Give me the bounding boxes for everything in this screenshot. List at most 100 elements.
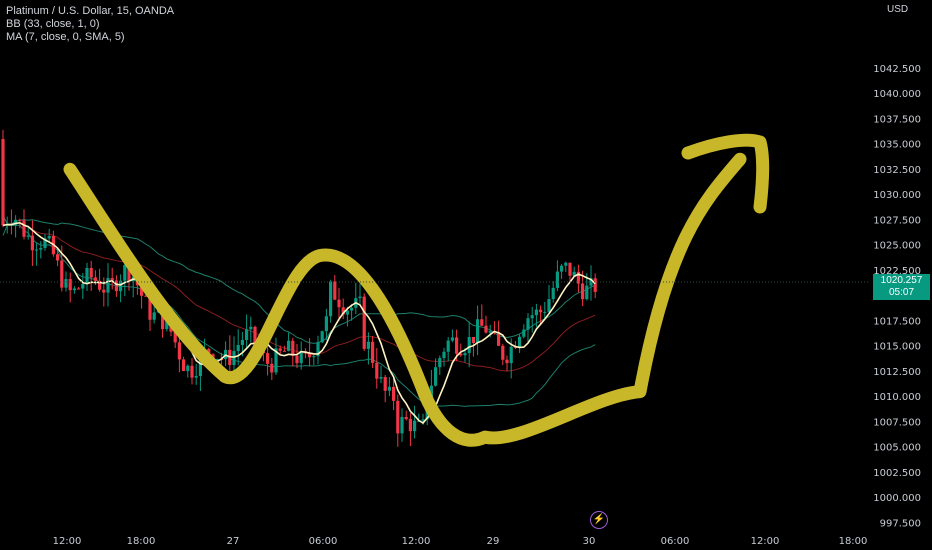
- price-tick-label: 997.500: [880, 519, 921, 530]
- candle-body: [392, 386, 396, 401]
- candle-body: [81, 283, 85, 289]
- candle-body: [371, 341, 375, 363]
- countdown-timer: 05:07: [888, 287, 915, 298]
- candle-body: [585, 285, 589, 300]
- price-tick-label: 1017.500: [873, 316, 921, 327]
- price-tick-label: 1040.000: [873, 89, 921, 100]
- candle-body: [198, 353, 202, 377]
- candle-body: [408, 419, 412, 432]
- candle-body: [127, 264, 131, 282]
- candle-body: [1, 139, 5, 226]
- candle-body: [543, 311, 547, 313]
- price-tick-label: 1007.500: [873, 417, 921, 428]
- candle-body: [484, 325, 488, 333]
- candle-body: [39, 247, 43, 250]
- lightning-icon[interactable]: ⚡: [590, 511, 608, 529]
- time-tick-label: 18:00: [839, 536, 868, 547]
- price-tick-label: 1035.000: [873, 140, 921, 151]
- candle-body: [161, 310, 165, 330]
- candle-body: [518, 336, 522, 348]
- candle-body: [387, 386, 391, 391]
- candle-body: [64, 279, 68, 288]
- candle-body: [429, 385, 433, 398]
- candle-body: [329, 281, 333, 317]
- candles: [1, 129, 597, 447]
- candle-body: [144, 295, 148, 297]
- bollinger-bands: [2, 215, 596, 407]
- time-tick-label: 06:00: [661, 536, 690, 547]
- candle-body: [413, 420, 417, 432]
- symbol-title[interactable]: Platinum / U.S. Dollar, 15, OANDA: [6, 5, 175, 17]
- candle-body: [98, 280, 102, 290]
- candle-body: [236, 344, 240, 352]
- candle-body: [240, 339, 244, 345]
- candle-body: [434, 367, 438, 386]
- moving-average-line: [2, 221, 596, 425]
- candle-body: [35, 249, 39, 251]
- candle-body: [539, 309, 543, 313]
- candle-body: [47, 236, 51, 239]
- bb-basis: [2, 222, 596, 372]
- candle-body: [278, 348, 282, 351]
- candle-body: [358, 296, 362, 299]
- candle-body: [522, 329, 526, 337]
- candle-body: [467, 337, 471, 354]
- candle-body: [152, 312, 156, 320]
- candle-body: [375, 362, 379, 379]
- candle-body: [337, 299, 341, 308]
- candle-body: [295, 355, 299, 364]
- current-price-value: 1020.257: [880, 275, 923, 286]
- candle-body: [530, 315, 534, 319]
- candle-body: [291, 340, 295, 356]
- candle-body: [551, 287, 555, 300]
- price-tick-label: 1015.000: [873, 342, 921, 353]
- candle-body: [312, 356, 316, 358]
- candle-body: [110, 278, 114, 281]
- candle-body: [22, 220, 26, 237]
- candle-body: [18, 219, 22, 221]
- candle-body: [366, 341, 370, 349]
- currency-label[interactable]: USD: [887, 4, 909, 15]
- ma-indicator-label[interactable]: MA (7, close, 0, SMA, 5): [6, 31, 125, 43]
- candle-body: [93, 277, 97, 281]
- price-tick-label: 1025.000: [873, 241, 921, 252]
- candle-body: [450, 337, 454, 341]
- ma-path: [2, 221, 596, 425]
- candle-body: [215, 359, 219, 361]
- bb-lower: [2, 224, 596, 407]
- candle-body: [576, 271, 580, 284]
- candle-body: [459, 353, 463, 356]
- time-axis[interactable]: 12:00 18:00 27 06:00 12:00 29 30 06:00 12:00 18:0…: [53, 536, 868, 547]
- candle-body: [106, 278, 110, 293]
- candle-body: [421, 419, 425, 421]
- candle-body: [572, 271, 576, 276]
- candle-body: [379, 377, 383, 379]
- candle-body: [396, 400, 400, 434]
- candle-body: [555, 271, 559, 288]
- candle-body: [593, 278, 597, 292]
- candle-body: [186, 365, 190, 372]
- candle-body: [560, 265, 564, 272]
- candle-body: [581, 283, 585, 300]
- candle-body: [89, 267, 93, 278]
- candle-body: [547, 299, 551, 312]
- freehand-arrow-drawing[interactable]: [63, 133, 770, 447]
- candle-body: [488, 330, 492, 333]
- candle-body: [564, 262, 568, 266]
- candle-body: [341, 307, 345, 315]
- bb-indicator-label[interactable]: BB (33, close, 1, 0): [6, 18, 100, 30]
- candle-body: [207, 348, 211, 355]
- candle-body: [270, 363, 274, 373]
- time-tick-label: 29: [487, 536, 500, 547]
- candle-body: [282, 350, 286, 352]
- candle-body: [177, 342, 181, 360]
- candle-body: [56, 254, 60, 261]
- time-tick-label: 18:00: [127, 536, 156, 547]
- price-tick-label: 1027.500: [873, 215, 921, 226]
- candle-body: [400, 416, 404, 434]
- candle-body: [362, 296, 366, 349]
- chart-legend: Platinum / U.S. Dollar, 15, OANDA BB (33…: [6, 5, 174, 44]
- candle-body: [148, 296, 152, 320]
- candle-body: [173, 331, 177, 343]
